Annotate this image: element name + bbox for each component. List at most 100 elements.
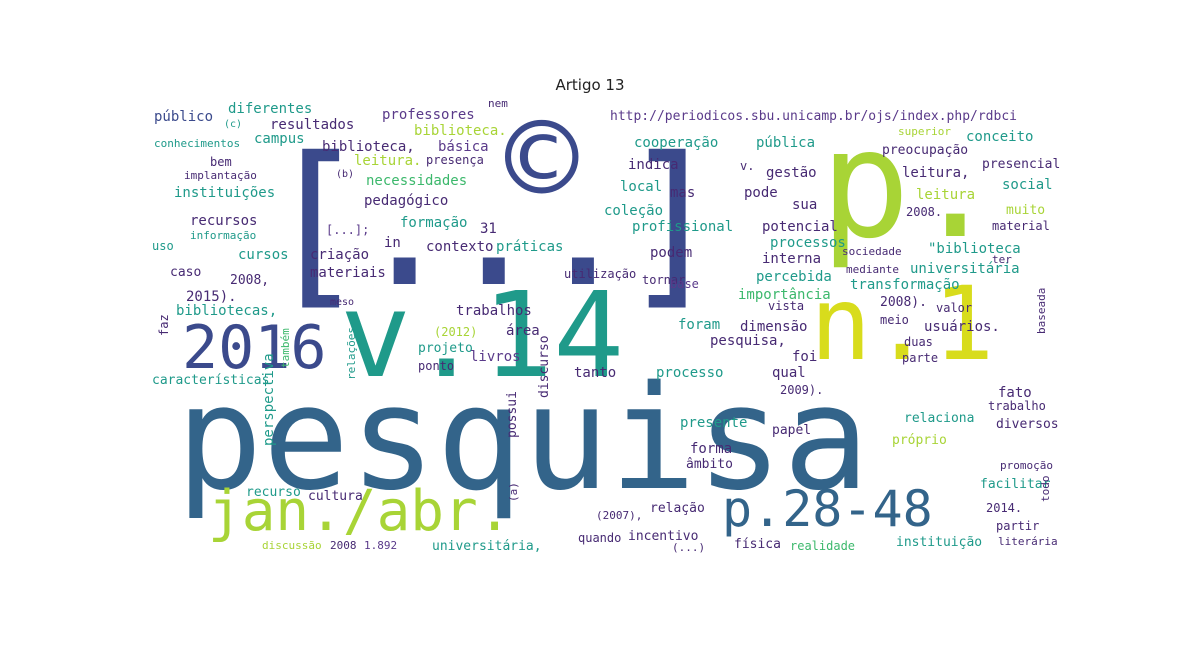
word: também [279,328,292,368]
word: universitária, [432,539,542,554]
word: papel [772,423,812,438]
word: superior [898,125,951,138]
word: mediante [846,263,899,276]
word: instituição [896,535,983,550]
word: (c) [224,119,243,130]
word: campus [254,131,305,147]
word-jan-abr: jan./abr. [208,479,512,544]
word: duas [904,335,933,349]
word: presença [426,153,484,167]
word: 2008). [880,295,927,310]
word: interna [762,251,822,267]
word: formação [400,215,468,231]
word: contexto [426,239,494,255]
word: caso [170,265,202,280]
word-bracket-ellipsis: [...] [262,119,726,326]
word: projeto [418,341,473,356]
word-cloud: pesquisa v.14 [...] © p. n.1 2016 jan./a… [150,98,1062,554]
word: 1.892 [364,539,398,552]
word: pública [756,135,816,151]
word: discussão [262,539,322,552]
word: recurso [246,485,301,500]
word: indica [628,157,679,173]
word: in [384,235,401,251]
word: cultura [308,489,363,504]
word: usuários. [924,319,1000,335]
word: relaciona [904,411,975,426]
word: partir [996,519,1040,533]
word: informação [190,229,257,242]
word: utilização [564,267,637,281]
word: (2007), [596,509,643,522]
word: cooperação [634,135,719,151]
word: (a) [507,482,520,502]
word: 2008. [906,205,943,219]
word: pode [744,185,778,201]
word: diversos [996,417,1059,432]
word: base [670,277,699,291]
word: foram [678,317,721,333]
word: sociedade [842,245,902,258]
word: mas [670,185,696,201]
word: trabalhos [456,303,532,319]
word: pesquisa, [710,333,786,349]
word: cursos [238,247,289,263]
word: bibliotecas, [176,303,278,319]
word: (...) [672,541,706,554]
word: 2008, [230,273,270,288]
word: muito [1006,203,1046,218]
word: uso [152,239,174,253]
word: podem [650,245,693,261]
word: conhecimentos [154,137,241,150]
word: potencial [762,219,838,235]
word: relações [345,327,358,380]
word: 2008 [330,539,357,552]
page-title: Artigo 13 [555,76,625,94]
word: valor [936,301,973,315]
word: local [620,179,663,195]
word: tornar [642,273,686,287]
word: pedagógico [364,193,449,209]
word: ter [992,253,1012,266]
word: instituições [174,185,276,201]
word: próprio [892,433,947,448]
word: 2009). [780,383,824,397]
word: presencial [982,157,1061,172]
word: "biblioteca [928,241,1021,257]
word: faz [157,314,171,336]
word: professores [382,107,475,123]
word: área [506,323,540,339]
word: física [734,537,781,552]
word: recursos [190,213,258,229]
word: preocupação [882,143,969,158]
word: quando [578,531,622,545]
word-2016: 2016 [182,313,327,383]
word: social [1002,177,1053,193]
word: (b) [336,169,355,180]
word: discurso [537,335,552,398]
word: v. [740,159,755,173]
word: processos [770,235,846,251]
word: baseada [1035,287,1048,334]
word-p: p. [820,98,1001,272]
word: 31 [480,221,497,237]
word: público [154,109,214,125]
word: resultados [270,117,355,133]
word: sua [792,197,818,213]
word: âmbito [686,457,733,472]
word: vista [768,299,805,313]
word: biblioteca. [414,123,507,139]
word: processo [656,365,724,381]
word-v14: v.14 [340,266,625,404]
word: implantação [184,169,257,182]
word: material [992,219,1050,233]
word: práticas [496,239,564,255]
word: características [152,373,270,388]
word: dimensão [740,319,808,335]
word: 2014. [986,501,1023,515]
word: meso [330,297,355,308]
word: promoção [1000,459,1053,472]
word: fato [998,385,1032,401]
word: forma [690,441,733,457]
word: importância [738,287,831,303]
